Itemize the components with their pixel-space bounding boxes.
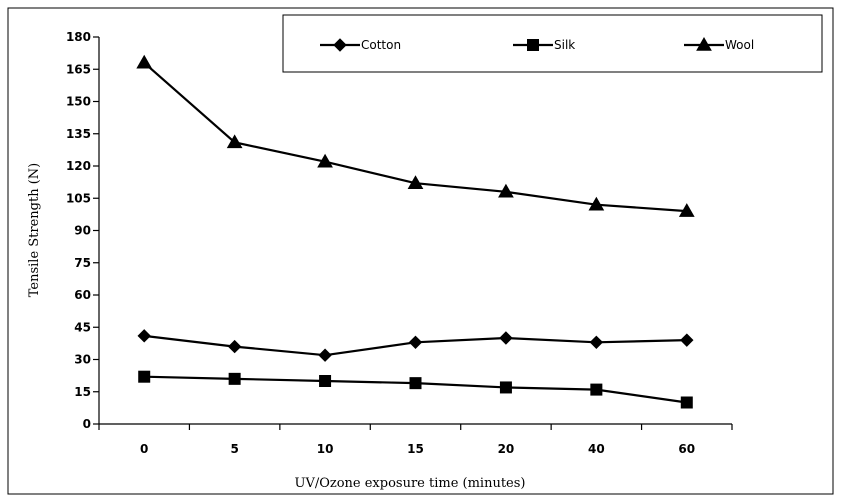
y-tick-label: 180 (66, 30, 91, 44)
data-point-cotton (589, 335, 604, 350)
legend-items: Cotton Silk Wool (320, 36, 754, 52)
data-point-wool (678, 203, 695, 217)
y-tick-label: 165 (66, 62, 91, 76)
legend-marker-wool (696, 36, 712, 51)
legend-entry-cotton: Cotton (320, 38, 401, 52)
data-point-silk (590, 383, 603, 396)
legend-entry-wool: Wool (684, 36, 754, 52)
y-tick-label: 30 (74, 353, 91, 367)
x-tick-label: 0 (140, 442, 148, 456)
data-point-cotton (499, 331, 513, 345)
x-axis-title: UV/Ozone exposure time (minutes) (294, 476, 525, 491)
y-tick-label: 90 (74, 224, 91, 238)
x-tick-label: 5 (230, 442, 238, 456)
legend-marker-silk (527, 39, 539, 51)
data-point-silk (680, 396, 693, 409)
x-tick-label: 10 (317, 442, 334, 456)
data-point-silk (228, 372, 241, 385)
legend: Cotton Silk Wool (282, 14, 823, 73)
x-tick-label: 20 (498, 442, 515, 456)
y-tick-label: 45 (74, 320, 91, 334)
x-axis-ticks: 0 5 10 15 20 40 60 (98, 424, 733, 456)
y-tick-label: 105 (66, 191, 91, 205)
series-wool (136, 54, 695, 217)
legend-label-silk: Silk (554, 38, 575, 52)
legend-box (282, 14, 823, 73)
data-point-silk (499, 381, 512, 394)
y-axis-ticks: 0 15 30 45 60 75 90 105 120 135 150 165 180 (66, 30, 99, 431)
y-tick-label: 60 (74, 288, 91, 302)
y-axis-title: Tensile Strength (N) (27, 163, 42, 298)
data-point-wool (136, 54, 153, 69)
plot-series (136, 54, 695, 409)
y-tick-label: 0 (83, 417, 91, 431)
y-tick-label: 120 (66, 159, 91, 173)
chart-frame (7, 7, 834, 495)
x-tick-label: 15 (407, 442, 424, 456)
legend-marker-cotton (333, 38, 347, 52)
data-point-cotton (227, 339, 242, 354)
y-tick-label: 15 (74, 385, 91, 399)
y-tick-label: 135 (66, 127, 91, 141)
data-point-cotton (680, 333, 694, 347)
data-point-silk (138, 370, 151, 383)
series-silk (138, 370, 693, 409)
data-point-cotton (318, 348, 332, 362)
x-tick-label: 40 (588, 442, 605, 456)
legend-label-cotton: Cotton (361, 38, 401, 52)
series-cotton (137, 329, 694, 362)
data-point-wool (407, 175, 424, 189)
data-point-silk (319, 375, 332, 387)
y-tick-label: 150 (66, 95, 91, 109)
x-tick-label: 60 (678, 442, 695, 456)
data-point-wool (498, 183, 514, 198)
data-point-cotton (137, 329, 151, 343)
legend-entry-silk: Silk (513, 38, 575, 52)
data-point-wool (588, 196, 605, 211)
data-point-silk (409, 377, 422, 390)
data-point-cotton (408, 335, 423, 350)
legend-label-wool: Wool (725, 38, 754, 52)
data-point-wool (317, 153, 333, 168)
y-tick-label: 75 (74, 256, 91, 270)
data-point-wool (226, 134, 243, 149)
